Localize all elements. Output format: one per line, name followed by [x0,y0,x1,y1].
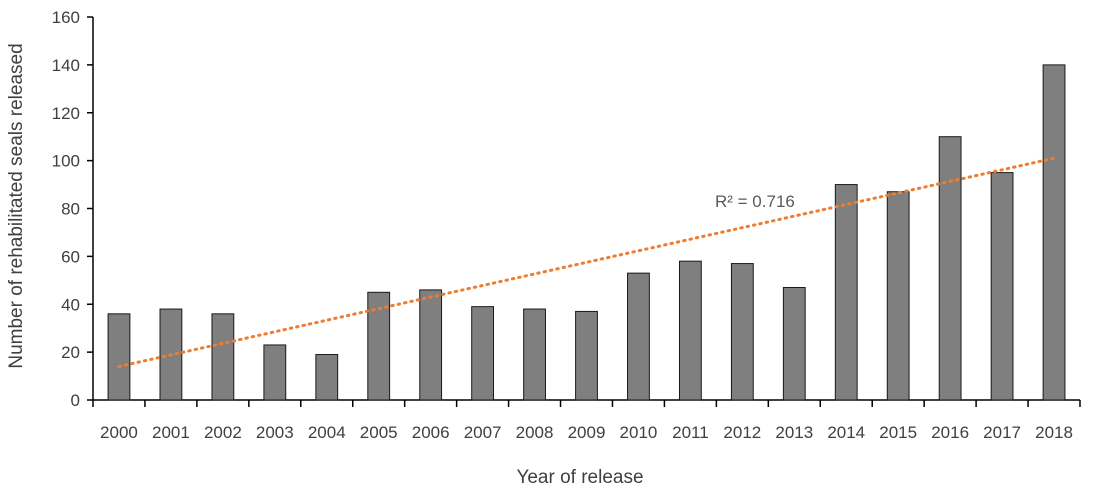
bar-2000 [107,313,131,401]
bars [107,64,1066,401]
y-axis-title: Number of rehabilitated seals released [6,43,27,368]
x-tick-label: 2017 [983,423,1021,442]
x-tick-label: 2018 [1035,423,1073,442]
x-tick-label: 2011 [672,423,709,442]
x-tick-label: 2000 [100,423,138,442]
bar-2017 [990,172,1014,401]
x-tick-label: 2014 [827,423,865,442]
bar-2005 [367,291,391,401]
x-tick-label: 2004 [308,423,346,442]
y-tick-label: 60 [61,247,80,266]
x-tick-label: 2001 [152,423,190,442]
x-tick-label: 2010 [620,423,658,442]
x-tick-label: 2016 [931,423,969,442]
x-tick-label: 2005 [360,423,398,442]
bar-2009 [575,310,598,401]
r-squared-label: R² = 0.716 [715,192,795,211]
y-tick-label: 40 [61,295,80,314]
bar-2013 [782,286,806,401]
y-tick-label: 140 [52,56,80,75]
x-tick-label: 2002 [204,423,242,442]
x-axis-title: Year of release [516,467,643,488]
y-tick-label: 0 [71,391,80,410]
x-tick-label: 2006 [412,423,450,442]
bar-2002 [211,313,235,401]
x-tick-label: 2003 [256,423,294,442]
x-tick-label: 2007 [464,423,502,442]
bar-2016 [938,136,962,401]
x-tick-label: 2008 [516,423,554,442]
bar-2004 [315,354,339,401]
trendline-line [117,156,1056,368]
x-tick-label: 2015 [879,423,917,442]
bar-2006 [419,289,443,401]
y-tick-label: 160 [52,8,80,27]
y-axis: 0 20 40 60 80 100 120 140 160 [52,8,94,410]
bar-2007 [471,306,495,401]
x-axis: 2000 2001 2002 2003 2004 2005 2006 2007 2008 2009… [92,399,1081,442]
bar-2015 [886,191,910,401]
bar-2008 [523,308,546,401]
x-tick-label: 2009 [568,423,606,442]
y-tick-label: 80 [61,200,80,219]
trendline: R² = 0.716 [117,156,1056,368]
bar-2014 [834,184,858,401]
y-tick-label: 100 [52,152,80,171]
bar-2018 [1042,64,1066,401]
y-tick-label: 120 [52,104,80,123]
bar-2012 [730,263,754,401]
bar-2010 [627,272,650,401]
y-tick-label: 20 [61,343,80,362]
bar-2003 [263,344,287,401]
bar-2011 [678,260,702,401]
x-tick-label: 2012 [723,423,761,442]
x-tick-label: 2013 [775,423,813,442]
